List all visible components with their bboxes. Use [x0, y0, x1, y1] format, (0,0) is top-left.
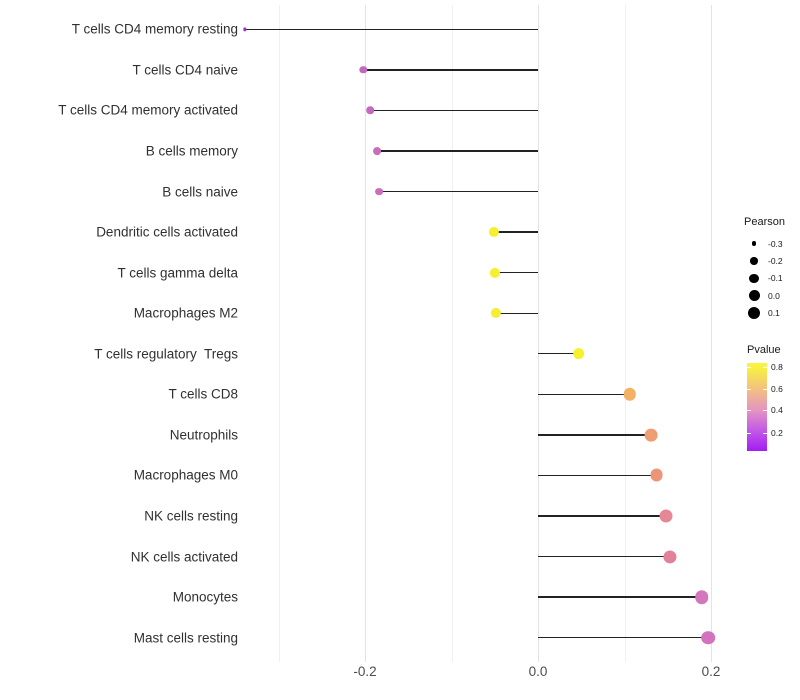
size-legend-item: -0.3: [744, 235, 785, 252]
lollipop-stem: [538, 555, 671, 558]
category-label: Dendritic cells activated: [96, 224, 238, 240]
gridline-minor: [624, 5, 626, 662]
gridline-major: [538, 5, 539, 662]
size-legend-label: -0.2: [768, 256, 783, 267]
lollipop-point: [623, 388, 636, 401]
colorbar-tick: [763, 367, 767, 368]
colorbar-label: 0.8: [771, 362, 783, 372]
lollipop-stem: [538, 393, 630, 395]
colorbar-tick: [747, 410, 751, 412]
category-label: T cells regulatory Tregs: [94, 346, 238, 362]
category-label: T cells CD4 naive: [132, 62, 238, 78]
category-label: NK cells resting: [144, 508, 238, 524]
lollipop-stem: [377, 150, 538, 152]
category-label: T cells gamma delta: [117, 265, 238, 281]
category-label: T cells CD4 memory resting: [71, 21, 238, 37]
size-legend-key: [744, 290, 764, 302]
color-legend-title: Pvalue: [747, 344, 781, 356]
lollipop-stem: [538, 353, 579, 355]
colorbar-tick: [747, 367, 751, 368]
lollipop-point: [359, 66, 367, 74]
lollipop-point: [644, 428, 658, 442]
lollipop-stem: [538, 474, 657, 477]
gridline-major: [365, 5, 366, 662]
gridline-minor: [451, 5, 453, 662]
lollipop-point: [374, 187, 383, 196]
colorbar-label: 0.6: [771, 383, 783, 394]
category-label: B cells naive: [162, 184, 238, 200]
x-tick-label: -0.2: [353, 664, 377, 679]
size-legend-item: 0.1: [744, 305, 785, 322]
size-legend-dot: [749, 273, 759, 284]
lollipop-point: [694, 590, 709, 604]
x-tick-label: 0.0: [528, 664, 548, 679]
colorbar-label: 0.2: [771, 428, 783, 439]
size-legend-key: [744, 307, 764, 320]
colorbar-tick: [747, 433, 751, 435]
lollipop-point: [366, 106, 374, 115]
size-legend-dot: [751, 241, 757, 247]
category-label: Mast cells resting: [133, 630, 238, 646]
lollipop-point: [663, 550, 677, 564]
category-label: T cells CD8: [168, 386, 238, 402]
lollipop-stem: [538, 596, 702, 598]
lollipop-stem: [370, 109, 538, 112]
pvalue-color-legend: Pvalue 0.8 0.6 0.4 0.2: [747, 344, 800, 451]
gridline-minor: [278, 5, 280, 662]
category-label: Monocytes: [172, 589, 238, 605]
size-legend-item: -0.2: [744, 252, 785, 269]
lollipop-stem: [494, 272, 538, 274]
category-label: B cells memory: [145, 143, 238, 159]
lollipop-stem: [495, 312, 538, 314]
lollipop-stem: [538, 637, 709, 639]
size-legend-label: -0.3: [768, 238, 783, 249]
category-label: NK cells activated: [130, 549, 238, 565]
pearson-size-legend: Pearson -0.3 -0.2 -0.1 0.0 0.1: [744, 216, 785, 322]
lollipop-point: [373, 147, 381, 155]
category-label: Macrophages M2: [133, 305, 238, 321]
colorbar-label: 0.4: [771, 405, 783, 416]
colorbar-tick: [747, 388, 751, 390]
lollipop-stem: [493, 231, 538, 233]
lollipop-point: [489, 267, 500, 278]
size-legend-key: [744, 241, 764, 247]
colorbar-tick: [763, 410, 767, 412]
lollipop-stem: [244, 28, 538, 30]
size-legend-dot: [750, 257, 758, 265]
lollipop-point: [701, 630, 716, 645]
category-label: Neutrophils: [169, 427, 238, 443]
size-legend-dot: [747, 307, 761, 320]
lollipop-stem: [378, 190, 538, 193]
colorbar-tick: [763, 388, 767, 390]
lollipop-point: [659, 509, 673, 523]
size-legend-label: -0.1: [768, 273, 783, 284]
size-legend-key: [744, 273, 764, 284]
size-legend-items: -0.3 -0.2 -0.1 0.0 0.1: [744, 235, 785, 322]
lollipop-stem: [538, 515, 666, 517]
gridline-major: [711, 5, 712, 662]
category-label: Macrophages M0: [133, 467, 238, 483]
pvalue-colorbar: [747, 363, 767, 451]
lollipop-stem: [538, 434, 652, 436]
size-legend-label: 0.1: [768, 308, 780, 319]
colorbar-tick: [763, 433, 767, 435]
colorbar-wrap: 0.8 0.6 0.4 0.2: [747, 362, 800, 451]
category-label: T cells CD4 memory activated: [58, 102, 238, 118]
lollipop-point: [488, 227, 499, 238]
size-legend-title: Pearson: [744, 216, 785, 228]
lollipop-point: [243, 27, 247, 31]
size-legend-key: [744, 257, 764, 265]
lollipop-point: [490, 308, 501, 319]
size-legend-item: -0.1: [744, 270, 785, 287]
lollipop-stem: [363, 69, 538, 71]
size-legend-item: 0.0: [744, 287, 785, 304]
size-legend-label: 0.0: [768, 290, 780, 301]
x-tick-label: 0.2: [701, 664, 721, 679]
lollipop-point: [572, 347, 585, 360]
size-legend-dot: [748, 290, 760, 302]
lollipop-point: [650, 468, 663, 482]
